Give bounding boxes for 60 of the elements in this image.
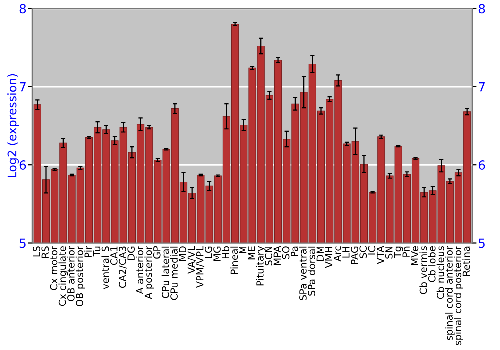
x-tick-label: Pituitary: [256, 246, 266, 286]
x-tick-label: RS: [42, 246, 50, 258]
x-tick-label: Hb: [222, 246, 230, 259]
x-tick-label: SC: [360, 246, 368, 258]
x-tick-label: CPu medial: [170, 246, 178, 300]
x-tick-label: SPa dorsal: [308, 246, 316, 296]
x-tick-label: A posterior: [144, 246, 154, 300]
x-tick-label: Cx cingulate: [58, 246, 68, 306]
x-tick-label: MVe: [411, 246, 419, 266]
x-tick-label: Tg: [394, 246, 404, 258]
x-tick-label: VMH: [325, 246, 333, 268]
x-tick-label: OB anterior: [67, 246, 75, 302]
x-tick-label: MG: [214, 246, 221, 261]
x-tick-label: Cx motor: [50, 246, 58, 290]
x-tick-label: PAG: [351, 246, 358, 264]
x-tick-label: Pir: [84, 246, 92, 258]
x-tick-label: LH: [342, 246, 350, 258]
x-tick-label: GP: [153, 246, 161, 259]
x-tick-label: Cb lobe: [428, 246, 436, 282]
x-tick-label: VPM/VPL: [196, 246, 205, 288]
x-tick-label: DM: [316, 246, 324, 261]
x-tick-label: Cb vermis: [420, 246, 428, 294]
y2-tick-label: 5: [479, 238, 485, 248]
x-tick-label: LG: [205, 246, 212, 258]
x-tick-label: MPA: [274, 246, 281, 266]
y2-tick-label: 8: [478, 4, 486, 14]
y2-tick-label: 6: [478, 160, 486, 170]
y-tick-label: 5: [20, 238, 26, 248]
x-tick-label: CA1: [110, 246, 118, 266]
y-tick-label: 7: [20, 82, 26, 92]
y-tick-label: 8: [20, 4, 26, 14]
x-tick-label: MD: [179, 246, 186, 261]
x-tick-label: M: [240, 246, 247, 254]
x-tick-label: Retina: [462, 246, 470, 276]
x-tick-label: spinal cord anterior: [445, 246, 455, 340]
x-tick-label: SCN: [265, 246, 273, 266]
x-tick-label: Pineal: [230, 246, 238, 274]
x-tick-label: Pn: [402, 246, 410, 257]
x-tick-label: Tu: [93, 246, 101, 257]
x-tick-label: Arc: [334, 246, 342, 262]
y-axis-title: Log2 (expression): [8, 74, 19, 178]
x-tick-label: CPu lateral: [162, 246, 170, 298]
x-tick-label: LS: [33, 246, 40, 257]
x-tick-label: ME: [248, 246, 256, 260]
x-tick-label: SN: [385, 246, 393, 259]
x-tick-label: Pa: [291, 246, 298, 256]
x-tick-label: CA2/CA3: [119, 246, 128, 288]
y-tick-label: 6: [20, 160, 26, 170]
x-tick-label: spinal cord posterior: [454, 246, 464, 346]
x-tick-label: Cb nucleus: [436, 246, 444, 300]
x-tick-label: DG: [128, 246, 136, 260]
x-tick-label: SPa ventral: [299, 246, 307, 300]
y2-tick-label: 7: [479, 82, 485, 92]
x-tick-label: OB posterior: [76, 246, 86, 307]
x-tick-label: IC: [368, 246, 376, 255]
x-tick-label: A anterior: [136, 246, 144, 294]
x-tick-label: VA/VL: [188, 246, 196, 274]
x-tick-label: ventral S: [102, 246, 110, 290]
x-tick-label: SO: [282, 246, 290, 260]
x-tick-label: VTA: [377, 246, 384, 264]
